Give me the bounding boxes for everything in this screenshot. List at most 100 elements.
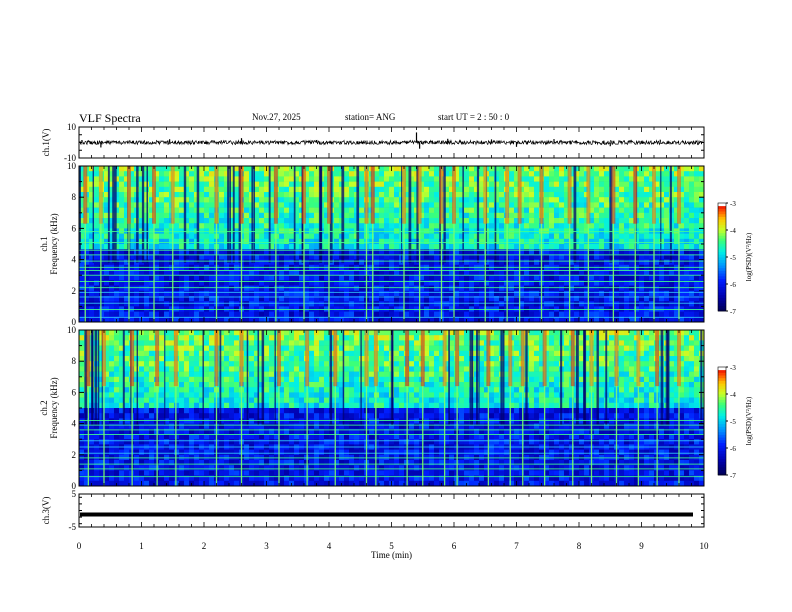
spectrogram-cell [454, 254, 460, 260]
spectrogram-cell [109, 449, 115, 456]
spectrogram-cell [644, 254, 650, 260]
spectrogram-cell [109, 316, 115, 323]
spectrogram-cell [464, 249, 470, 255]
spectrogram-cell [579, 275, 585, 281]
spectrogram-cell [644, 249, 650, 255]
spectrogram-cell [169, 408, 175, 414]
spectrogram-cell [129, 181, 135, 188]
spectrogram-cell [119, 397, 125, 404]
spectrogram-cell [659, 275, 665, 281]
spectrogram-cell [194, 254, 200, 260]
spectrogram-cell [434, 280, 440, 286]
spectrogram-cell [654, 181, 660, 188]
spectrogram-cell [219, 238, 225, 245]
spectrogram-cell [94, 311, 100, 318]
spectrogram-cell [254, 280, 260, 286]
spectrogram-cell [134, 290, 140, 297]
spectrogram-cell [254, 270, 260, 276]
spectrogram-cell [224, 275, 230, 281]
spectrogram-cell [179, 176, 185, 182]
spectrogram-cell [444, 249, 450, 255]
spectrogram-cell [169, 356, 175, 362]
spectrogram-cell [99, 434, 105, 440]
spectrogram-cell [684, 233, 690, 240]
spectrogram-cell [184, 301, 190, 307]
spectrogram-cell [184, 270, 190, 276]
spectrogram-cell [359, 285, 365, 292]
spectrogram-cell [569, 181, 575, 188]
spectrogram-cell [639, 254, 645, 260]
spectrogram-cell [674, 296, 680, 302]
spectrogram-cell [194, 249, 200, 255]
spectrogram-cell [349, 259, 355, 266]
burst-core [505, 166, 510, 224]
spectrogram-cell [379, 270, 385, 276]
spectrogram-cell [184, 249, 190, 255]
spectrogram-cell [159, 166, 165, 172]
spectrogram-cell [304, 166, 310, 172]
spectrogram-cell [109, 181, 115, 188]
spectrogram-cell [229, 311, 235, 318]
start-time-label: start UT = 2 : 50 : 0 [438, 112, 510, 122]
spectrogram-cell [559, 176, 565, 182]
spectrogram-cell [444, 207, 450, 214]
spectrogram-cell [549, 176, 555, 182]
spectrogram-cell [249, 285, 255, 292]
spectrogram-cell [599, 275, 605, 281]
spectrogram-cell [344, 290, 350, 297]
spectrogram-cell [334, 249, 340, 255]
spectrogram-cell [129, 238, 135, 245]
spectrogram-cell [654, 197, 660, 203]
spectrogram-cell [99, 296, 105, 302]
spectrogram-cell [109, 387, 115, 393]
spectrogram-cell [99, 280, 105, 286]
spectrogram-cell [164, 470, 170, 476]
spectrogram-cell [424, 290, 430, 297]
spectrogram-cell [489, 280, 495, 286]
spectrogram-cell [149, 290, 155, 297]
spectrogram-cell [664, 244, 670, 250]
spectrogram-cell [519, 181, 525, 188]
spectrogram-cell [149, 207, 155, 214]
spectrogram-cell [689, 259, 695, 266]
spectrogram-cell [194, 176, 200, 182]
spectrogram-cell [124, 223, 130, 229]
spectrogram-cell [189, 218, 195, 224]
spectrogram-cell [149, 176, 155, 182]
spectrogram-cell [449, 197, 455, 203]
spectrogram-cell [194, 428, 200, 435]
spectrogram-cell [104, 316, 110, 323]
spectrogram-cell [79, 212, 85, 219]
spectrogram-cell [529, 197, 535, 203]
spectrogram-cell [479, 244, 485, 250]
spectrogram-cell [209, 330, 215, 336]
spectrogram-cell [369, 244, 375, 250]
spectrogram-cell [124, 335, 130, 341]
spectrogram-cell [649, 202, 655, 208]
spectrogram-cell [79, 470, 85, 476]
spectrogram-cell [99, 470, 105, 476]
spectrogram-cell [349, 285, 355, 292]
spectrogram-cell [269, 176, 275, 182]
spectrogram-cell [649, 316, 655, 323]
spectrogram-cell [389, 254, 395, 260]
spectrogram-cell [324, 192, 330, 198]
spectrogram-cell [604, 249, 610, 255]
spectrogram-cell [164, 207, 170, 214]
spectrogram-cell [549, 207, 555, 214]
spectrogram-cell [514, 233, 520, 240]
spectrogram-cell [449, 171, 455, 177]
spectrogram-cell [674, 254, 680, 260]
spectrogram-cell [444, 290, 450, 297]
spectrogram-cell [569, 301, 575, 307]
spectrogram-cell [494, 244, 500, 250]
spectrogram-cell [284, 249, 290, 255]
spectrogram-cell [384, 249, 390, 255]
spectrogram-cell [229, 176, 235, 182]
spectrogram-cell [149, 413, 155, 419]
spectrogram-cell [309, 223, 315, 229]
spectrogram-cell [619, 290, 625, 297]
spectrogram-cell [294, 280, 300, 286]
spectrogram-cell [589, 181, 595, 188]
spectrogram-cell [124, 465, 130, 471]
